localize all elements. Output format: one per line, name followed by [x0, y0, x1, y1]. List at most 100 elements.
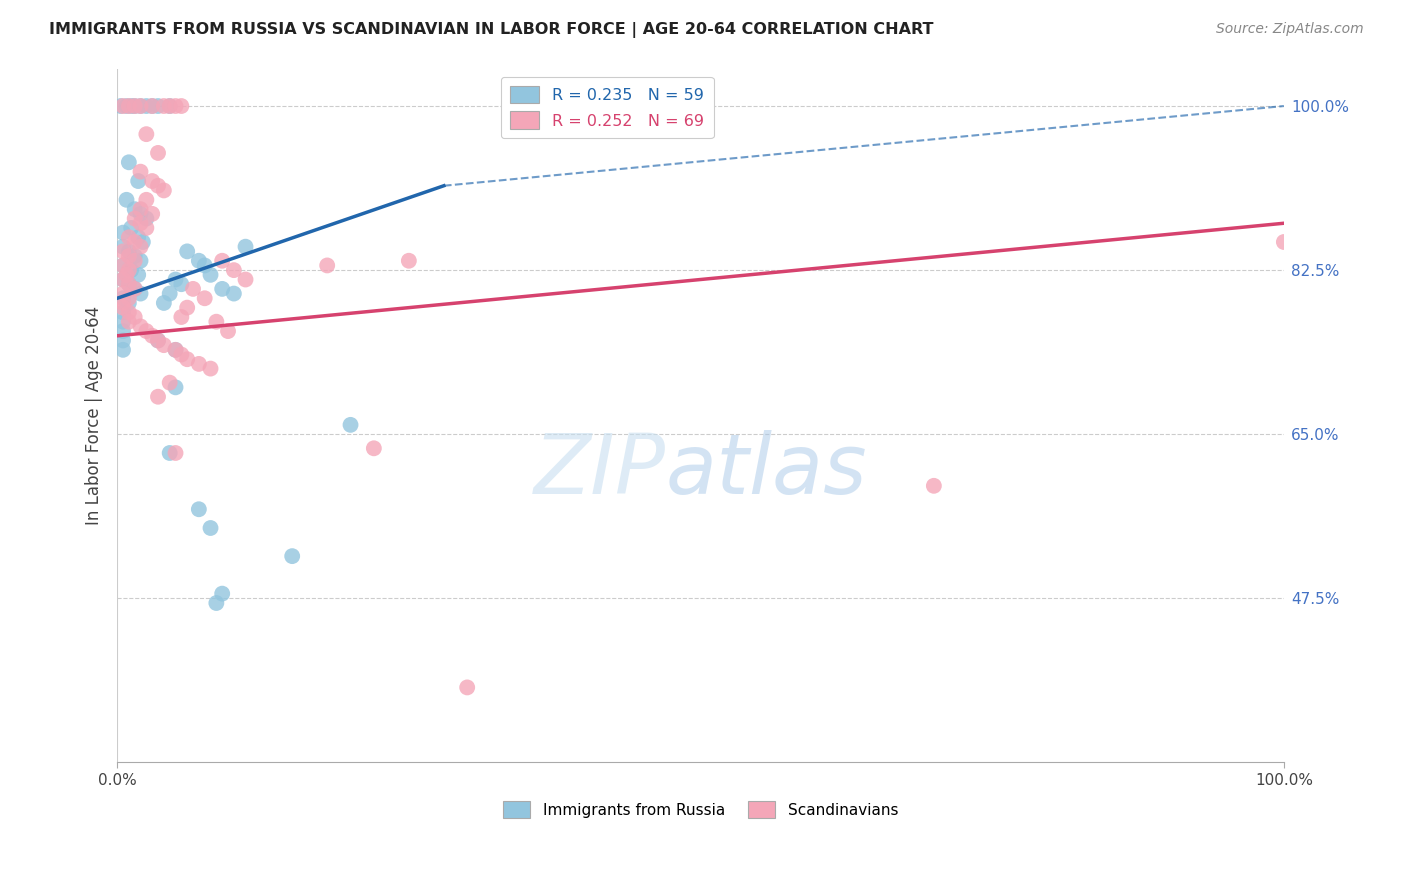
Point: [146, 390, 169, 404]
Point: [129, 253, 152, 268]
Point: [170, 347, 193, 361]
Point: [124, 282, 146, 296]
Point: [118, 277, 141, 292]
Point: [339, 417, 361, 432]
Point: [165, 343, 187, 357]
Point: [127, 268, 149, 282]
Point: [124, 99, 146, 113]
Point: [922, 479, 945, 493]
Point: [118, 244, 141, 259]
Point: [211, 587, 233, 601]
Point: [222, 286, 245, 301]
Point: [146, 145, 169, 160]
Point: [200, 361, 222, 376]
Point: [129, 286, 152, 301]
Point: [159, 286, 181, 301]
Point: [135, 99, 157, 113]
Point: [111, 343, 134, 357]
Point: [170, 310, 193, 324]
Point: [135, 193, 157, 207]
Point: [170, 99, 193, 113]
Point: [124, 310, 146, 324]
Point: [129, 202, 152, 217]
Point: [146, 334, 169, 348]
Point: [124, 235, 146, 249]
Point: [118, 296, 141, 310]
Point: [118, 263, 141, 277]
Point: [118, 155, 141, 169]
Point: [153, 99, 176, 113]
Point: [115, 193, 138, 207]
Point: [141, 207, 163, 221]
Point: [165, 272, 187, 286]
Point: [129, 99, 152, 113]
Point: [118, 99, 141, 113]
Point: [129, 240, 152, 254]
Point: [111, 305, 134, 319]
Point: [146, 334, 169, 348]
Point: [129, 216, 152, 230]
Point: [129, 319, 152, 334]
Point: [205, 315, 228, 329]
Point: [135, 324, 157, 338]
Y-axis label: In Labor Force | Age 20-64: In Labor Force | Age 20-64: [86, 306, 103, 525]
Point: [194, 291, 217, 305]
Point: [111, 296, 134, 310]
Point: [281, 549, 304, 563]
Point: [135, 211, 157, 226]
Point: [211, 282, 233, 296]
Point: [217, 324, 239, 338]
Point: [235, 240, 257, 254]
Point: [120, 221, 142, 235]
Point: [118, 230, 141, 244]
Point: [211, 253, 233, 268]
Point: [111, 291, 134, 305]
Point: [124, 253, 146, 268]
Point: [159, 99, 181, 113]
Point: [187, 253, 209, 268]
Point: [170, 277, 193, 292]
Point: [111, 286, 134, 301]
Point: [165, 380, 187, 394]
Point: [111, 324, 134, 338]
Point: [159, 99, 181, 113]
Point: [124, 202, 146, 217]
Text: ZIP: ZIP: [533, 431, 665, 511]
Point: [181, 282, 204, 296]
Point: [135, 221, 157, 235]
Point: [235, 272, 257, 286]
Point: [1272, 235, 1295, 249]
Point: [111, 259, 134, 273]
Point: [118, 277, 141, 292]
Point: [111, 259, 134, 273]
Point: [127, 230, 149, 244]
Point: [124, 282, 146, 296]
Point: [124, 249, 146, 263]
Point: [111, 244, 134, 259]
Point: [141, 99, 163, 113]
Point: [187, 357, 209, 371]
Point: [111, 99, 134, 113]
Point: [110, 99, 132, 113]
Point: [127, 174, 149, 188]
Point: [398, 253, 420, 268]
Point: [200, 521, 222, 535]
Point: [316, 259, 339, 273]
Point: [141, 174, 163, 188]
Point: [111, 301, 134, 315]
Point: [111, 226, 134, 240]
Point: [111, 240, 134, 254]
Point: [153, 338, 176, 352]
Point: [124, 99, 146, 113]
Text: atlas: atlas: [665, 431, 868, 511]
Point: [456, 681, 478, 695]
Point: [146, 178, 169, 193]
Point: [222, 263, 245, 277]
Point: [194, 259, 217, 273]
Point: [141, 328, 163, 343]
Point: [165, 99, 187, 113]
Point: [129, 99, 152, 113]
Point: [135, 127, 157, 141]
Point: [118, 315, 141, 329]
Legend: Immigrants from Russia, Scandinavians: Immigrants from Russia, Scandinavians: [496, 796, 904, 824]
